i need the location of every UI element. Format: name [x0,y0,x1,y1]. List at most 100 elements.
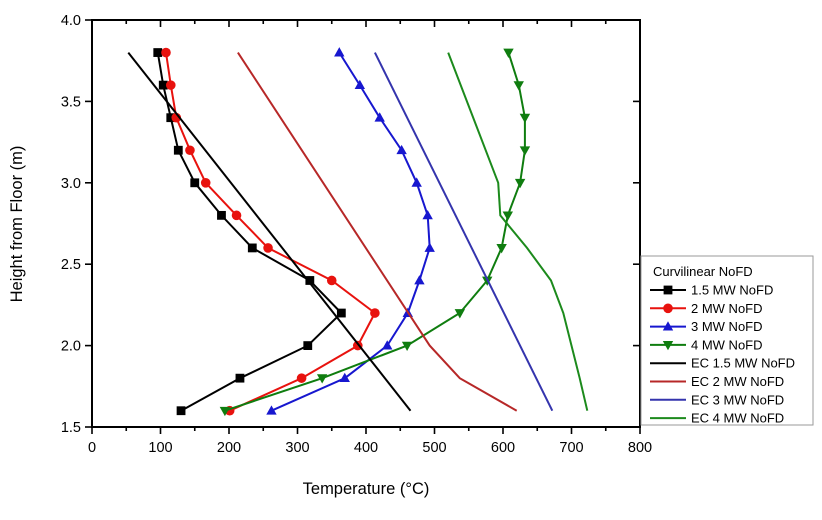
square-marker [336,308,346,318]
legend-item-ec-1-5-mw-nofd: EC 1.5 MW NoFD [650,356,795,371]
circle-marker [370,308,380,318]
series-line [447,52,589,411]
triangle-up-marker [339,372,350,383]
y-tick-label: 3.0 [61,176,81,192]
square-marker [247,243,257,253]
series-4-mw-nofd [219,48,531,417]
square-marker [173,145,183,155]
triangle-down-marker [454,309,466,319]
x-tick-label: 800 [628,440,652,456]
square-marker [235,373,245,383]
series-line [224,52,526,412]
circle-marker [200,178,211,188]
series-line [156,52,343,412]
legend-item-1-5-mw-nofd: 1.5 MW NoFD [650,283,773,298]
y-tick-label: 4.0 [61,13,81,29]
triangle-down-marker [316,374,328,384]
legend-label: 3 MW NoFD [691,319,763,334]
legend-box [640,255,814,426]
square-marker [663,285,673,295]
circle-marker [663,303,673,314]
triangle-down-marker [503,48,514,58]
x-tick-label: 200 [217,440,241,456]
triangle-up-marker [424,242,435,252]
y-tick-label: 2.0 [61,339,81,355]
series-line [237,52,518,412]
triangle-up-marker [374,112,385,122]
legend-label: EC 1.5 MW NoFD [691,356,795,371]
circle-marker [185,145,195,156]
plot-frame [91,19,641,428]
y-tick-label: 3.5 [61,94,81,110]
series-1-5-mw-nofd [153,48,346,416]
x-tick-label: 300 [285,440,309,456]
series-ec-3-mw-nofd [374,52,554,412]
y-axis-label: Height from Floor (m) [8,146,26,303]
triangle-down-marker [513,81,524,91]
triangle-up-marker [354,79,366,90]
triangle-down-marker [502,211,513,221]
x-tick-label: 700 [559,440,583,456]
legend-item-ec-4-mw-nofd: EC 4 MW NoFD [650,411,784,426]
triangle-up-marker [334,47,345,57]
circle-marker [296,373,307,383]
square-marker [176,406,186,416]
triangle-down-marker [519,146,531,156]
square-marker [166,113,176,123]
legend-label: EC 3 MW NoFD [691,392,784,407]
square-marker [190,178,200,188]
x-tick-label: 500 [422,440,446,456]
legend-item-3-mw-nofd: 3 MW NoFD [650,319,763,334]
triangle-up-marker [411,177,422,187]
legend-item-2-mw-nofd: 2 MW NoFD [650,301,763,316]
square-marker [217,210,226,220]
legend-label: 1.5 MW NoFD [691,283,773,298]
series-ec-4-mw-nofd [447,52,589,411]
square-marker [305,276,315,285]
y-axis: 1.5 2.0 2.5 3.0 3.5 4.0 [61,13,640,436]
triangle-down-marker [401,341,413,351]
legend-title: Curvilinear NoFD [653,264,753,279]
x-tick-label: 600 [491,440,515,456]
triangle-down-marker [514,178,526,189]
series-line [271,52,431,412]
x-axis: 0 100 200 300 400 500 600 700 800 [88,20,652,456]
series-3-mw-nofd [266,47,435,415]
square-marker [303,341,313,350]
x-tick-label: 400 [354,440,378,456]
x-axis-label: Temperature (°C) [303,480,430,498]
triangle-up-marker [662,321,674,331]
x-tick-label: 100 [148,440,172,456]
triangle-down-marker [496,244,507,254]
triangle-up-marker [266,405,277,415]
triangle-up-marker [422,209,433,220]
series-line [127,51,412,412]
series-ec-2-mw-nofd [237,52,518,412]
circle-marker [263,243,273,253]
square-marker [158,80,168,90]
legend-label: EC 4 MW NoFD [691,411,784,426]
triangle-down-marker [662,341,674,351]
legend-label: 2 MW NoFD [691,301,763,316]
circle-marker [165,80,176,90]
circle-marker [161,47,171,58]
legend-items: 1.5 MW NoFD 2 MW NoFD 3 MW NoFD 4 MW NoFD EC… [650,283,795,426]
legend-item-ec-2-mw-nofd: EC 2 MW NoFD [650,374,784,389]
triangle-down-marker [519,113,531,124]
series-ec-1-5-mw-nofd [127,51,412,412]
y-tick-label: 1.5 [61,420,81,436]
y-tick-label: 2.5 [61,257,81,273]
triangle-up-marker [414,275,425,285]
series-line [374,52,554,412]
x-tick-label: 0 [88,440,96,456]
triangle-down-marker [219,406,231,417]
legend-label: 4 MW NoFD [691,337,763,352]
triangle-up-marker [382,340,393,350]
legend-item-ec-3-mw-nofd: EC 3 MW NoFD [650,392,784,407]
square-marker [153,48,163,57]
legend-label: EC 2 MW NoFD [691,374,784,389]
circle-marker [231,210,242,221]
triangle-up-marker [396,144,407,155]
